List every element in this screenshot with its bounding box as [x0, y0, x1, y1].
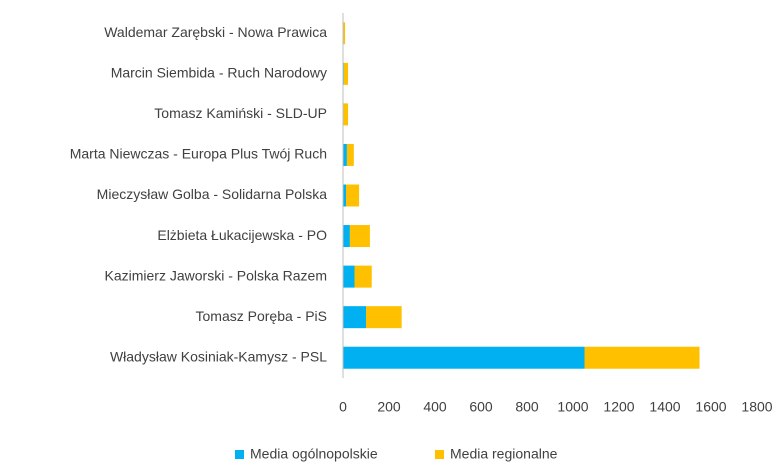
- bar-segment: [346, 185, 359, 207]
- x-tick-label: 400: [423, 399, 447, 415]
- y-tick-label: Mieczysław Golba - Solidarna Polska: [97, 186, 328, 202]
- y-tick-label: Tomasz Poręba - PiS: [196, 308, 328, 324]
- bar-segment: [343, 306, 366, 328]
- bar-segment: [347, 144, 354, 166]
- x-tick-label: 600: [469, 399, 493, 415]
- bar-segment: [343, 266, 355, 288]
- bar-segment: [343, 103, 348, 125]
- legend-label: Media regionalne: [450, 446, 558, 462]
- bar-segment: [355, 266, 372, 288]
- y-tick-label: Władysław Kosiniak-Kamysz - PSL: [110, 348, 327, 364]
- bar-segment: [344, 63, 348, 85]
- x-tick-label: 1800: [741, 399, 772, 415]
- x-tick-label: 1000: [557, 399, 588, 415]
- y-tick-label: Tomasz Kamiński - SLD-UP: [154, 105, 327, 121]
- legend-swatch: [235, 450, 244, 459]
- y-tick-label: Marta Niewczas - Europa Plus Twój Ruch: [70, 146, 327, 162]
- y-tick-label: Marcin Siembida - Ruch Narodowy: [111, 65, 327, 81]
- bar-segment: [585, 347, 700, 369]
- bar-segment: [366, 306, 402, 328]
- y-tick-label: Kazimierz Jaworski - Polska Razem: [105, 267, 328, 283]
- x-tick-label: 1200: [603, 399, 634, 415]
- bar-segment: [343, 347, 585, 369]
- x-tick-label: 200: [377, 399, 401, 415]
- legend-label: Media ogólnopolskie: [250, 446, 378, 462]
- y-tick-label: Elżbieta Łukacijewska - PO: [157, 227, 327, 243]
- x-tick-label: 0: [339, 399, 347, 415]
- bar-segment: [343, 144, 347, 166]
- legend-swatch: [435, 450, 444, 459]
- x-tick-label: 1600: [695, 399, 726, 415]
- x-tick-label: 1400: [649, 399, 680, 415]
- x-tick-label: 800: [515, 399, 539, 415]
- bar-segment: [343, 225, 350, 247]
- bar-segment: [350, 225, 370, 247]
- y-tick-label: Waldemar Zarębski - Nowa Prawica: [104, 24, 327, 40]
